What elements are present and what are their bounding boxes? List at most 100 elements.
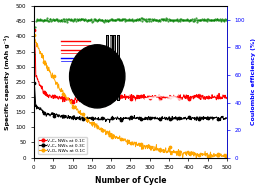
Y-axis label: Specific capacity (mAh g⁻¹): Specific capacity (mAh g⁻¹) <box>4 34 10 130</box>
Point <box>189 18 193 21</box>
Point <box>89 19 93 22</box>
Point <box>186 19 190 22</box>
Point <box>76 18 80 21</box>
Point <box>133 19 138 22</box>
V₄C₃ NWs at 0.3C <box>226 117 229 119</box>
Point <box>204 19 208 22</box>
Point <box>171 18 176 21</box>
Point <box>173 18 177 21</box>
Point <box>177 19 181 22</box>
Point <box>48 17 52 20</box>
Point <box>93 18 98 21</box>
Point <box>214 17 219 20</box>
Point <box>191 19 195 22</box>
Bar <box>107 36 108 100</box>
Point <box>217 18 221 21</box>
Point <box>198 18 202 21</box>
V₄C₃ NWs at 0.3C <box>33 82 36 84</box>
Point <box>61 114 65 117</box>
Point <box>61 18 65 21</box>
Point <box>119 18 123 21</box>
Point <box>35 19 40 22</box>
Point <box>224 19 228 22</box>
Point <box>143 19 147 22</box>
Point <box>144 20 148 23</box>
Point <box>40 19 44 22</box>
V₂O₅ NWs at 0.1C <box>137 144 140 146</box>
Point <box>115 17 119 20</box>
Point <box>103 18 107 21</box>
V₄C₃ NWs at 0.3C <box>108 121 111 123</box>
Point <box>113 19 117 22</box>
V₄C₃ NWs at 0.3C <box>125 117 128 119</box>
Point <box>161 17 165 20</box>
Point <box>160 17 164 20</box>
Point <box>126 18 131 21</box>
Y-axis label: Coulombic efficiency (%): Coulombic efficiency (%) <box>251 38 256 125</box>
Point <box>48 17 53 20</box>
V₄C₃ NWs at 0.3C <box>138 118 141 121</box>
V₄C₃ NWs at 0.1C <box>226 98 229 100</box>
Point <box>138 19 142 22</box>
Point <box>51 18 55 21</box>
Point <box>172 18 176 21</box>
Point <box>84 19 88 22</box>
Point <box>81 96 85 99</box>
V₄C₃ NWs at 0.1C <box>106 103 109 105</box>
V₂O₅ NWs at 0.1C <box>147 146 151 149</box>
Point <box>216 18 220 21</box>
V₄C₃ NWs at 0.3C <box>126 117 129 119</box>
V₂O₅ NWs at 0.1C <box>191 153 194 155</box>
Point <box>216 117 220 120</box>
Point <box>38 18 43 21</box>
Point <box>148 97 152 100</box>
Point <box>150 18 154 21</box>
Point <box>148 18 152 21</box>
Point <box>131 20 135 23</box>
Point <box>197 19 201 22</box>
Point <box>184 18 188 21</box>
Point <box>95 19 99 22</box>
Point <box>147 19 151 22</box>
Point <box>167 19 172 22</box>
Point <box>51 19 56 22</box>
Point <box>137 17 141 20</box>
Bar <box>114 36 115 100</box>
Point <box>83 17 87 20</box>
Point <box>46 20 50 23</box>
Point <box>94 19 98 22</box>
Point <box>219 20 223 23</box>
Point <box>157 19 161 22</box>
Bar <box>110 35 113 101</box>
Point <box>201 18 205 21</box>
Point <box>187 152 191 155</box>
Point <box>178 19 183 22</box>
Point <box>200 18 204 21</box>
Point <box>218 19 223 22</box>
Point <box>125 19 129 22</box>
Point <box>164 18 168 21</box>
Point <box>208 19 212 22</box>
V₄C₃ NWs at 0.3C <box>191 117 194 119</box>
Point <box>165 18 169 21</box>
V₂O₅ NWs at 0.1C <box>126 140 129 143</box>
Point <box>116 18 121 21</box>
Point <box>104 19 108 22</box>
V₄C₃ NWs at 0.1C <box>148 95 151 97</box>
Point <box>77 18 81 21</box>
Point <box>192 20 196 23</box>
Line: V₄C₃ NWs at 0.1C: V₄C₃ NWs at 0.1C <box>34 30 227 104</box>
Point <box>91 19 95 22</box>
Point <box>223 17 227 20</box>
Point <box>212 19 217 22</box>
V₂O₅ NWs at 0.1C <box>226 154 229 156</box>
Point <box>129 19 133 22</box>
Point <box>109 18 114 21</box>
V₄C₃ NWs at 0.3C <box>221 115 224 117</box>
Point <box>196 19 200 22</box>
Legend: V₄C₃ NWs at 0.1C, V₄C₃ NWs at 0.3C, V₂O₅ NWs at 0.1C: V₄C₃ NWs at 0.1C, V₄C₃ NWs at 0.3C, V₂O₅… <box>38 137 87 154</box>
Point <box>156 19 160 22</box>
Point <box>178 17 182 20</box>
Point <box>164 17 168 20</box>
Point <box>47 20 51 23</box>
